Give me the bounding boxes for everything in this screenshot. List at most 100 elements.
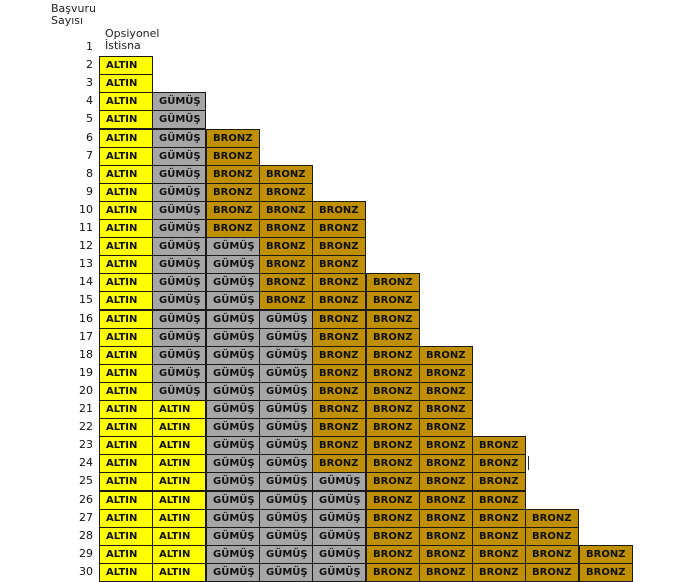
medal-cell-bronz: BRONZ — [259, 273, 313, 292]
medal-cell-altin: ALTIN — [99, 418, 153, 437]
medal-cell-bronz: BRONZ — [312, 346, 366, 365]
row-number: 1 — [86, 40, 93, 53]
row-number: 28 — [79, 529, 93, 542]
medal-cell-gumus: GÜMÜŞ — [259, 509, 313, 528]
medal-cell-altin: ALTIN — [152, 454, 206, 473]
medal-cell-altin: ALTIN — [99, 110, 153, 129]
row-number: 3 — [86, 76, 93, 89]
medal-cell-altin: ALTIN — [99, 56, 153, 75]
medal-cell-altin: ALTIN — [99, 545, 153, 564]
medal-cell-gumus: GÜMÜŞ — [206, 563, 260, 582]
medal-cell-altin: ALTIN — [99, 183, 153, 202]
header-optional-exception: Opsiyonel İstisna — [105, 27, 160, 52]
medal-cell-gumus: GÜMÜŞ — [259, 563, 313, 582]
medal-cell-gumus: GÜMÜŞ — [206, 545, 260, 564]
medal-cell-altin: ALTIN — [99, 491, 153, 510]
medal-cell-bronz: BRONZ — [206, 183, 260, 202]
medal-cell-gumus: GÜMÜŞ — [259, 418, 313, 437]
medal-cell-bronz: BRONZ — [206, 201, 260, 220]
medal-cell-bronz: BRONZ — [366, 491, 420, 510]
medal-cell-bronz: BRONZ — [312, 328, 366, 347]
medal-cell-altin: ALTIN — [99, 509, 153, 528]
medal-cell-bronz: BRONZ — [525, 545, 579, 564]
medal-cell-gumus: GÜMÜŞ — [206, 472, 260, 491]
row-number: 9 — [86, 185, 93, 198]
medal-cell-gumus: GÜMÜŞ — [206, 400, 260, 419]
medal-cell-bronz: BRONZ — [366, 346, 420, 365]
medal-cell-gumus: GÜMÜŞ — [259, 454, 313, 473]
medal-cell-gumus: GÜMÜŞ — [206, 255, 260, 274]
medal-cell-gumus: GÜMÜŞ — [259, 527, 313, 546]
medal-cell-gumus: GÜMÜŞ — [206, 291, 260, 310]
medal-cell-bronz: BRONZ — [366, 472, 420, 491]
medal-cell-bronz: BRONZ — [259, 183, 313, 202]
medal-cell-bronz: BRONZ — [419, 346, 473, 365]
medal-cell-gumus: GÜMÜŞ — [152, 165, 206, 184]
medal-cell-gumus: GÜMÜŞ — [152, 328, 206, 347]
medal-cell-gumus: GÜMÜŞ — [206, 491, 260, 510]
medal-cell-bronz: BRONZ — [419, 382, 473, 401]
medal-cell-bronz: BRONZ — [259, 237, 313, 256]
row-number: 2 — [86, 58, 93, 71]
medal-cell-altin: ALTIN — [99, 255, 153, 274]
row-number: 5 — [86, 112, 93, 125]
row-number: 23 — [79, 438, 93, 451]
row-number: 25 — [79, 474, 93, 487]
medal-cell-bronz: BRONZ — [259, 291, 313, 310]
medal-cell-gumus: GÜMÜŞ — [259, 400, 313, 419]
medal-cell-gumus: GÜMÜŞ — [206, 382, 260, 401]
medal-cell-bronz: BRONZ — [206, 219, 260, 238]
medal-cell-altin: ALTIN — [99, 472, 153, 491]
medal-cell-gumus: GÜMÜŞ — [259, 310, 313, 329]
medal-cell-gumus: GÜMÜŞ — [259, 346, 313, 365]
medal-cell-bronz: BRONZ — [366, 454, 420, 473]
medal-cell-bronz: BRONZ — [419, 509, 473, 528]
row-number: 30 — [79, 565, 93, 578]
medal-cell-altin: ALTIN — [152, 509, 206, 528]
medal-cell-altin: ALTIN — [152, 563, 206, 582]
medal-cell-bronz: BRONZ — [366, 364, 420, 383]
medal-cell-bronz: BRONZ — [312, 310, 366, 329]
medal-cell-altin: ALTIN — [99, 74, 153, 93]
medal-cell-gumus: GÜMÜŞ — [312, 545, 366, 564]
medal-cell-bronz: BRONZ — [366, 545, 420, 564]
medal-cell-gumus: GÜMÜŞ — [259, 382, 313, 401]
medal-cell-bronz: BRONZ — [419, 491, 473, 510]
medal-cell-gumus: GÜMÜŞ — [206, 364, 260, 383]
medal-cell-gumus: GÜMÜŞ — [152, 92, 206, 111]
medal-cell-altin: ALTIN — [99, 291, 153, 310]
medal-cell-bronz: BRONZ — [419, 400, 473, 419]
medal-cell-bronz: BRONZ — [366, 328, 420, 347]
medal-cell-altin: ALTIN — [99, 436, 153, 455]
medal-cell-bronz: BRONZ — [312, 400, 366, 419]
medal-cell-altin: ALTIN — [152, 527, 206, 546]
medal-cell-altin: ALTIN — [99, 219, 153, 238]
medal-cell-bronz: BRONZ — [259, 165, 313, 184]
medal-cell-bronz: BRONZ — [312, 201, 366, 220]
row-number: 16 — [79, 312, 93, 325]
medal-cell-bronz: BRONZ — [366, 310, 420, 329]
medal-cell-gumus: GÜMÜŞ — [206, 418, 260, 437]
medal-cell-bronz: BRONZ — [472, 545, 526, 564]
medal-cell-bronz: BRONZ — [259, 255, 313, 274]
row-number: 10 — [79, 203, 93, 216]
medal-cell-bronz: BRONZ — [472, 509, 526, 528]
medal-cell-bronz: BRONZ — [419, 472, 473, 491]
row-number: 26 — [79, 493, 93, 506]
medal-cell-gumus: GÜMÜŞ — [152, 291, 206, 310]
medal-cell-gumus: GÜMÜŞ — [152, 364, 206, 383]
row-number: 7 — [86, 149, 93, 162]
medal-cell-bronz: BRONZ — [419, 563, 473, 582]
medal-cell-bronz: BRONZ — [366, 291, 420, 310]
medal-cell-bronz: BRONZ — [472, 436, 526, 455]
row-number: 18 — [79, 348, 93, 361]
medal-cell-gumus: GÜMÜŞ — [206, 328, 260, 347]
medal-cell-bronz: BRONZ — [366, 382, 420, 401]
row-number: 19 — [79, 366, 93, 379]
medal-cell-gumus: GÜMÜŞ — [152, 382, 206, 401]
medal-cell-gumus: GÜMÜŞ — [152, 129, 206, 148]
medal-cell-altin: ALTIN — [99, 454, 153, 473]
medal-cell-altin: ALTIN — [99, 201, 153, 220]
medal-cell-bronz: BRONZ — [472, 563, 526, 582]
medal-cell-bronz: BRONZ — [312, 364, 366, 383]
